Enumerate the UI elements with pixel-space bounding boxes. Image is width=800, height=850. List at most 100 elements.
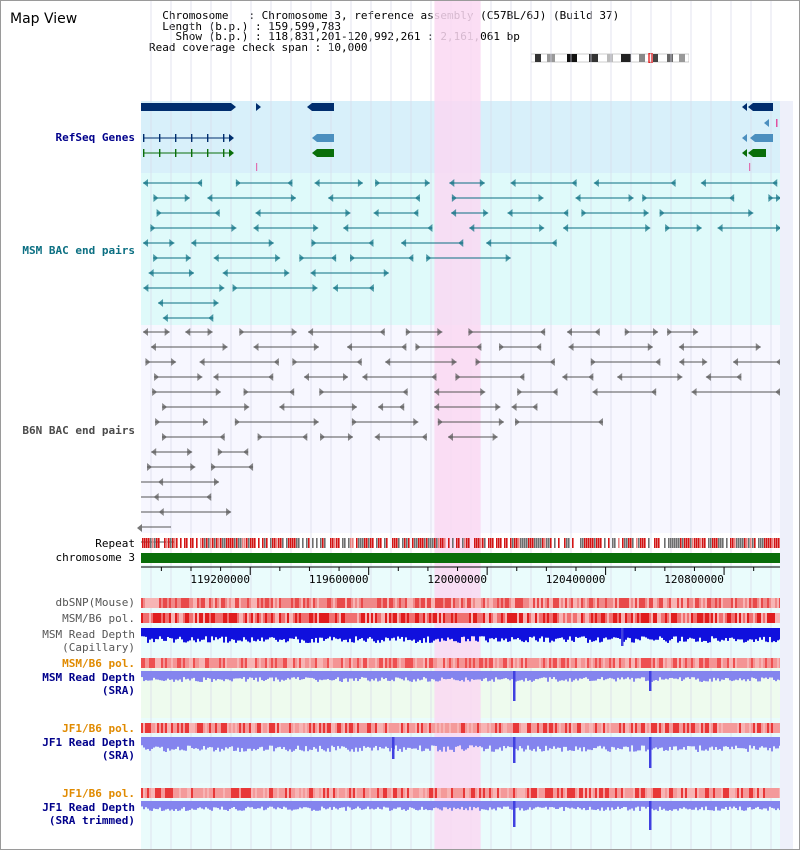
repeat-element[interactable] <box>702 538 704 548</box>
repeat-element[interactable] <box>712 538 714 548</box>
repeat-element[interactable] <box>688 538 690 548</box>
repeat-element[interactable] <box>422 538 424 548</box>
refseq-gene[interactable] <box>753 149 766 157</box>
repeat-element[interactable] <box>746 538 748 548</box>
repeat-element[interactable] <box>464 538 466 548</box>
repeat-element[interactable] <box>512 538 514 548</box>
repeat-element[interactable] <box>530 538 532 548</box>
repeat-element[interactable] <box>704 538 706 548</box>
repeat-element[interactable] <box>642 538 644 548</box>
repeat-element[interactable] <box>418 538 420 548</box>
repeat-element[interactable] <box>664 538 666 548</box>
repeat-element[interactable] <box>306 538 308 548</box>
repeat-element[interactable] <box>458 538 460 548</box>
repeat-element[interactable] <box>430 538 432 548</box>
repeat-element[interactable] <box>474 538 476 548</box>
repeat-element[interactable] <box>252 538 254 548</box>
repeat-element[interactable] <box>246 538 248 548</box>
repeat-element[interactable] <box>592 538 594 548</box>
repeat-element[interactable] <box>348 538 350 548</box>
repeat-element[interactable] <box>404 538 406 548</box>
repeat-element[interactable] <box>738 538 740 548</box>
repeat-element[interactable] <box>426 538 428 548</box>
repeat-element[interactable] <box>378 538 380 548</box>
repeat-element[interactable] <box>356 538 358 548</box>
repeat-element[interactable] <box>362 538 364 548</box>
repeat-element[interactable] <box>428 538 430 548</box>
repeat-element[interactable] <box>480 538 482 548</box>
repeat-element[interactable] <box>442 538 444 548</box>
repeat-element[interactable] <box>204 538 206 548</box>
repeat-element[interactable] <box>222 538 224 548</box>
repeat-element[interactable] <box>476 538 478 548</box>
repeat-element[interactable] <box>372 538 374 548</box>
repeat-element[interactable] <box>750 538 752 548</box>
repeat-element[interactable] <box>206 538 208 548</box>
repeat-element[interactable] <box>516 538 518 548</box>
repeat-element[interactable] <box>678 538 680 548</box>
repeat-element[interactable] <box>384 538 386 548</box>
repeat-element[interactable] <box>412 538 414 548</box>
repeat-element[interactable] <box>302 538 304 548</box>
repeat-element[interactable] <box>608 538 610 548</box>
chromosome-bar[interactable] <box>141 553 781 563</box>
repeat-element[interactable] <box>266 538 268 548</box>
repeat-element[interactable] <box>534 538 536 548</box>
repeat-element[interactable] <box>538 538 540 548</box>
repeat-element[interactable] <box>548 538 550 548</box>
repeat-element[interactable] <box>748 538 750 548</box>
repeat-element[interactable] <box>720 538 722 548</box>
repeat-element[interactable] <box>282 538 284 548</box>
repeat-element[interactable] <box>456 538 458 548</box>
repeat-element[interactable] <box>434 538 436 548</box>
repeat-element[interactable] <box>528 538 530 548</box>
repeat-element[interactable] <box>532 538 534 548</box>
repeat-element[interactable] <box>402 538 404 548</box>
repeat-element[interactable] <box>192 538 194 548</box>
repeat-element[interactable] <box>358 538 360 548</box>
repeat-element[interactable] <box>234 538 236 548</box>
repeat-element[interactable] <box>308 538 310 548</box>
repeat-element[interactable] <box>286 538 288 548</box>
repeat-element[interactable] <box>740 538 742 548</box>
repeat-element[interactable] <box>618 538 620 548</box>
repeat-element[interactable] <box>172 538 174 548</box>
selected-region-highlight[interactable] <box>434 1 481 849</box>
repeat-element[interactable] <box>332 538 334 548</box>
repeat-element[interactable] <box>238 538 240 548</box>
repeat-element[interactable] <box>462 538 464 548</box>
repeat-element[interactable] <box>500 538 502 548</box>
repeat-element[interactable] <box>190 538 192 548</box>
repeat-element[interactable] <box>698 538 700 548</box>
repeat-element[interactable] <box>520 538 522 548</box>
refseq-gene[interactable] <box>317 134 334 142</box>
repeat-element[interactable] <box>772 538 774 548</box>
repeat-element[interactable] <box>654 538 656 548</box>
repeat-element[interactable] <box>504 538 506 548</box>
repeat-element[interactable] <box>640 538 642 548</box>
repeat-element[interactable] <box>682 538 684 548</box>
refseq-gene[interactable] <box>141 103 231 111</box>
repeat-element[interactable] <box>674 538 676 548</box>
repeat-element[interactable] <box>632 538 634 548</box>
vertical-scrollbar[interactable] <box>780 101 793 849</box>
repeat-element[interactable] <box>732 538 734 548</box>
repeat-element[interactable] <box>272 538 274 548</box>
repeat-element[interactable] <box>568 538 570 548</box>
repeat-element[interactable] <box>156 538 158 548</box>
repeat-element[interactable] <box>322 538 324 548</box>
repeat-element[interactable] <box>294 538 296 548</box>
repeat-element[interactable] <box>420 538 422 548</box>
repeat-element[interactable] <box>554 538 556 548</box>
repeat-element[interactable] <box>350 538 352 548</box>
repeat-element[interactable] <box>232 538 234 548</box>
repeat-element[interactable] <box>624 538 626 548</box>
repeat-element[interactable] <box>710 538 712 548</box>
repeat-element[interactable] <box>758 538 760 548</box>
repeat-element[interactable] <box>506 538 508 548</box>
repeat-element[interactable] <box>254 538 256 548</box>
repeat-element[interactable] <box>762 538 764 548</box>
repeat-element[interactable] <box>542 538 544 548</box>
repeat-element[interactable] <box>600 538 602 548</box>
